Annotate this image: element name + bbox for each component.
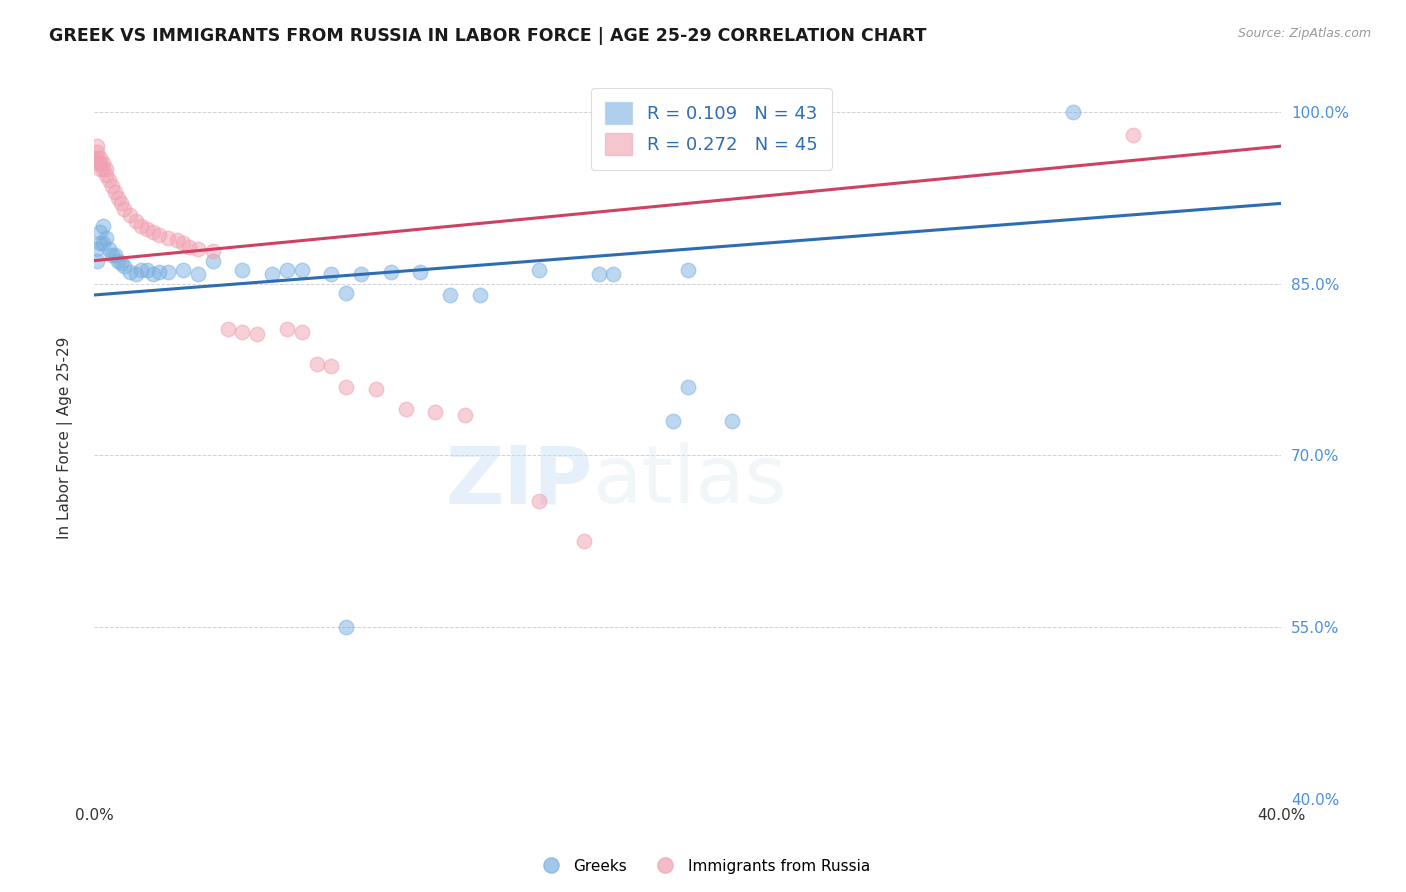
Point	[107, 253, 129, 268]
Point	[217, 322, 239, 336]
Point	[321, 359, 343, 373]
Point	[305, 357, 328, 371]
Point	[89, 236, 111, 251]
Point	[91, 156, 114, 170]
Point	[101, 248, 124, 262]
Point	[721, 414, 744, 428]
Point	[89, 156, 111, 170]
Point	[118, 265, 141, 279]
Point	[118, 208, 141, 222]
Point	[131, 219, 153, 234]
Point	[177, 240, 200, 254]
Point	[94, 231, 117, 245]
Point	[94, 162, 117, 177]
Point	[246, 326, 269, 341]
Point	[276, 322, 298, 336]
Point	[110, 196, 132, 211]
Text: GREEK VS IMMIGRANTS FROM RUSSIA IN LABOR FORCE | AGE 25-29 CORRELATION CHART: GREEK VS IMMIGRANTS FROM RUSSIA IN LABOR…	[49, 27, 927, 45]
Point	[201, 253, 224, 268]
Point	[89, 162, 111, 177]
Legend: R = 0.109   N = 43, R = 0.272   N = 45: R = 0.109 N = 43, R = 0.272 N = 45	[591, 88, 832, 169]
Point	[602, 268, 624, 282]
Text: ZIP: ZIP	[446, 442, 592, 520]
Point	[172, 262, 194, 277]
Point	[335, 620, 357, 634]
Point	[148, 265, 170, 279]
Point	[101, 179, 124, 194]
Point	[394, 402, 416, 417]
Point	[527, 494, 550, 508]
Point	[104, 248, 127, 262]
Point	[588, 268, 610, 282]
Point	[107, 191, 129, 205]
Point	[291, 325, 314, 339]
Point	[676, 262, 699, 277]
Point	[1062, 104, 1084, 119]
Point	[201, 244, 224, 259]
Point	[142, 225, 165, 239]
Point	[94, 168, 117, 182]
Point	[335, 285, 357, 300]
Point	[409, 265, 432, 279]
Y-axis label: In Labor Force | Age 25-29: In Labor Force | Age 25-29	[58, 337, 73, 540]
Point	[112, 260, 135, 274]
Point	[86, 151, 108, 165]
Point	[124, 268, 146, 282]
Point	[89, 225, 111, 239]
Point	[187, 242, 209, 256]
Point	[86, 145, 108, 159]
Point	[89, 151, 111, 165]
Point	[166, 233, 188, 247]
Point	[231, 325, 253, 339]
Point	[112, 202, 135, 216]
Point	[91, 236, 114, 251]
Point	[142, 268, 165, 282]
Point	[86, 139, 108, 153]
Point	[439, 288, 461, 302]
Point	[157, 231, 180, 245]
Point	[124, 213, 146, 227]
Point	[104, 185, 127, 199]
Point	[676, 379, 699, 393]
Legend: Greeks, Immigrants from Russia: Greeks, Immigrants from Russia	[529, 853, 877, 880]
Point	[321, 268, 343, 282]
Point	[86, 242, 108, 256]
Point	[350, 268, 373, 282]
Text: atlas: atlas	[592, 442, 787, 520]
Point	[86, 253, 108, 268]
Point	[97, 173, 120, 187]
Point	[1122, 128, 1144, 142]
Point	[335, 379, 357, 393]
Point	[425, 405, 447, 419]
Point	[148, 228, 170, 243]
Point	[364, 382, 387, 396]
Point	[110, 256, 132, 270]
Point	[157, 265, 180, 279]
Point	[172, 236, 194, 251]
Point	[231, 262, 253, 277]
Point	[86, 156, 108, 170]
Point	[187, 268, 209, 282]
Point	[276, 262, 298, 277]
Point	[91, 219, 114, 234]
Point	[131, 262, 153, 277]
Point	[527, 262, 550, 277]
Point	[91, 162, 114, 177]
Point	[97, 242, 120, 256]
Text: Source: ZipAtlas.com: Source: ZipAtlas.com	[1237, 27, 1371, 40]
Point	[468, 288, 491, 302]
Point	[262, 268, 284, 282]
Point	[136, 221, 159, 235]
Point	[291, 262, 314, 277]
Point	[661, 414, 683, 428]
Point	[454, 408, 477, 422]
Point	[380, 265, 402, 279]
Point	[136, 262, 159, 277]
Point	[572, 534, 595, 549]
